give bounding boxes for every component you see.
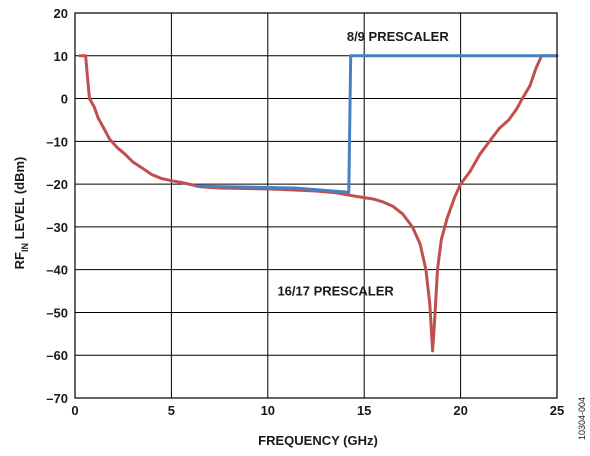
figure-id: 10304-004 bbox=[577, 397, 587, 440]
plot-frame bbox=[74, 12, 558, 399]
y-tick-label: 20 bbox=[54, 6, 68, 21]
x-tick-label: 5 bbox=[168, 403, 175, 418]
y-axis-label: RFIN LEVEL (dBm) bbox=[12, 157, 30, 270]
grid-lines bbox=[74, 12, 558, 399]
series-lines bbox=[78, 54, 559, 353]
x-tick-label: 25 bbox=[550, 403, 564, 418]
y-tick-label: 10 bbox=[54, 49, 68, 64]
y-tick-label: –10 bbox=[46, 134, 68, 149]
y-axis-label-sub: IN bbox=[20, 243, 30, 252]
x-tick-labels: 0 5 10 15 20 25 bbox=[71, 403, 564, 418]
y-tick-label: 0 bbox=[61, 92, 68, 107]
y-tick-label: –20 bbox=[46, 177, 68, 192]
series-line-1 bbox=[78, 54, 559, 353]
annotations: 8/9 PRESCALER 16/17 PRESCALER bbox=[277, 29, 449, 299]
x-tick-label: 10 bbox=[261, 403, 275, 418]
y-tick-label: –60 bbox=[46, 348, 68, 363]
y-tick-label: –70 bbox=[46, 391, 68, 406]
x-axis-label: FREQUENCY (GHz) bbox=[258, 433, 378, 448]
x-tick-label: 20 bbox=[453, 403, 467, 418]
annotation-label: 8/9 PRESCALER bbox=[347, 29, 449, 44]
y-axis-label-main: RF bbox=[12, 252, 27, 269]
series-line-0 bbox=[195, 54, 559, 194]
x-tick-label: 15 bbox=[357, 403, 371, 418]
annotation-label: 16/17 PRESCALER bbox=[277, 283, 394, 298]
y-axis-label-rest: LEVEL (dBm) bbox=[12, 157, 27, 243]
x-tick-label: 0 bbox=[71, 403, 78, 418]
y-tick-labels: 20 10 0 –10 –20 –30 –40 –50 –60 –70 bbox=[46, 6, 68, 406]
y-tick-label: –30 bbox=[46, 220, 68, 235]
y-tick-label: –40 bbox=[46, 263, 68, 278]
y-tick-label: –50 bbox=[46, 305, 68, 320]
